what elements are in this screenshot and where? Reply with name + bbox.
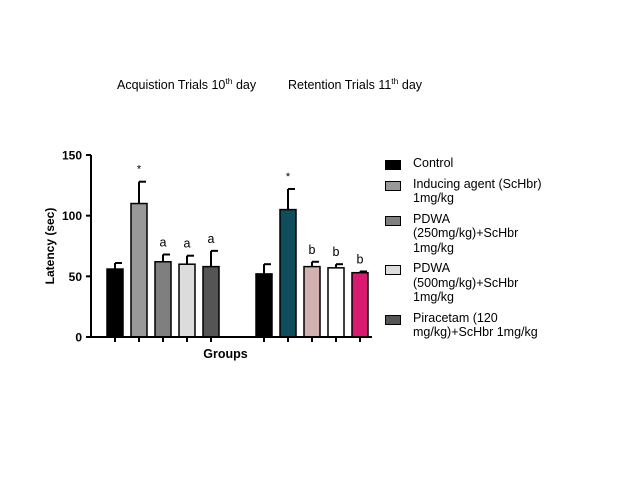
bar <box>154 261 172 338</box>
bar <box>202 265 220 338</box>
y-axis-label: Latency (sec) <box>43 208 57 285</box>
chart-legend: Control Inducing agent (ScHbr) 1mg/kg PDWA… <box>385 156 635 346</box>
bar <box>303 265 321 338</box>
bar <box>130 202 148 338</box>
legend-swatch <box>385 215 401 226</box>
group-title-acquisition: Acquistion Trials 10th day <box>117 76 257 92</box>
bar <box>178 263 196 338</box>
x-axis-label: Groups <box>203 347 247 361</box>
significance-label: b <box>309 243 316 257</box>
significance-label: a <box>208 232 215 246</box>
significance-label: b <box>357 252 364 266</box>
legend-item: PDWA (250mg/kg)+ScHbr 1mg/kg <box>385 212 635 256</box>
bar <box>106 268 124 338</box>
legend-item: Control <box>385 156 635 171</box>
legend-label: PDWA (500mg/kg)+ScHbr 1mg/kg <box>413 261 519 304</box>
bar <box>327 267 345 338</box>
significance-label: a <box>160 235 167 249</box>
legend-item: PDWA (500mg/kg)+ScHbr 1mg/kg <box>385 261 635 305</box>
y-tick-label: 50 <box>69 270 83 284</box>
significance-label: * <box>137 164 142 176</box>
legend-swatch <box>385 314 401 325</box>
significance-label: b <box>333 245 340 259</box>
legend-label: PDWA (250mg/kg)+ScHbr 1mg/kg <box>413 211 519 255</box>
legend-swatch <box>385 265 401 275</box>
y-tick-label: 0 <box>75 331 82 345</box>
legend-label: Inducing agent (ScHbr) 1mg/kg <box>413 176 542 206</box>
legend-label: Control <box>413 156 454 170</box>
bar <box>279 208 297 338</box>
significance-label: a <box>184 237 191 251</box>
legend-item: Inducing agent (ScHbr) 1mg/kg <box>385 177 635 206</box>
legend-item: Piracetam (120 mg/kg)+ScHbr 1mg/kg <box>385 311 635 340</box>
bar <box>351 271 369 338</box>
y-tick-label: 150 <box>62 149 82 163</box>
y-tick-label: 100 <box>62 209 82 223</box>
group-title-retention: Retention Trials 11th day <box>288 76 423 92</box>
significance-label: * <box>286 171 291 183</box>
legend-swatch <box>385 160 401 170</box>
legend-swatch <box>385 180 401 191</box>
legend-label: Piracetam (120 mg/kg)+ScHbr 1mg/kg <box>413 310 538 340</box>
bar <box>255 273 273 338</box>
